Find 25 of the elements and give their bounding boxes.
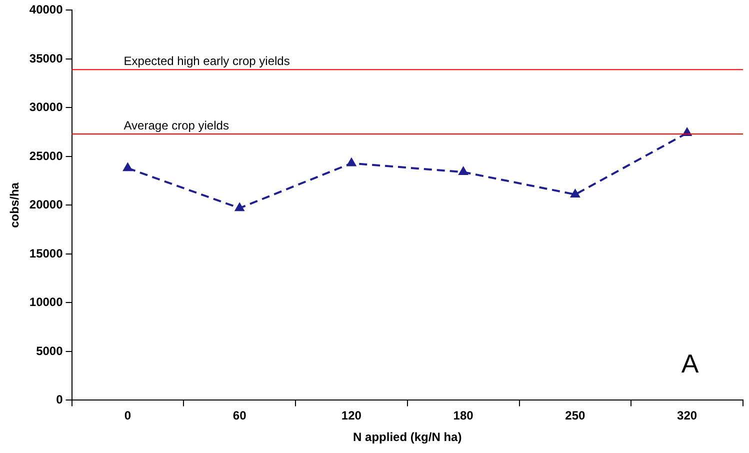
x-tick-label: 120 bbox=[341, 408, 362, 423]
x-tick-label: 60 bbox=[232, 408, 247, 423]
x-tick-label: 250 bbox=[565, 408, 586, 423]
annotation: A bbox=[681, 348, 700, 378]
ref-line-label: Expected high early crop yields bbox=[124, 54, 290, 68]
y-tick-label: 35000 bbox=[29, 51, 64, 66]
y-tick-label: 20000 bbox=[29, 198, 64, 212]
y-tick-label: 40000 bbox=[29, 2, 64, 17]
point bbox=[570, 189, 580, 198]
y-tick-label: 15000 bbox=[29, 246, 64, 260]
x-axis-title: N applied (kg/N ha) bbox=[353, 430, 462, 444]
x-tick-label: 0 bbox=[124, 408, 132, 423]
y-tick-label: 30000 bbox=[29, 100, 64, 114]
point bbox=[346, 158, 356, 166]
y-axis-title: cobs/ha bbox=[8, 182, 22, 228]
y-tick-label: 10000 bbox=[29, 295, 64, 310]
y-tick-label: 25000 bbox=[29, 148, 64, 163]
y-tick-label: 5000 bbox=[36, 344, 64, 358]
point bbox=[235, 203, 244, 212]
point bbox=[458, 167, 468, 176]
point bbox=[123, 163, 132, 172]
ref-line-label: Average crop yields bbox=[124, 118, 229, 132]
x-tick-label: 180 bbox=[453, 408, 474, 423]
x-tick-label: 320 bbox=[677, 408, 698, 423]
y-tick-label: 0 bbox=[56, 392, 64, 407]
